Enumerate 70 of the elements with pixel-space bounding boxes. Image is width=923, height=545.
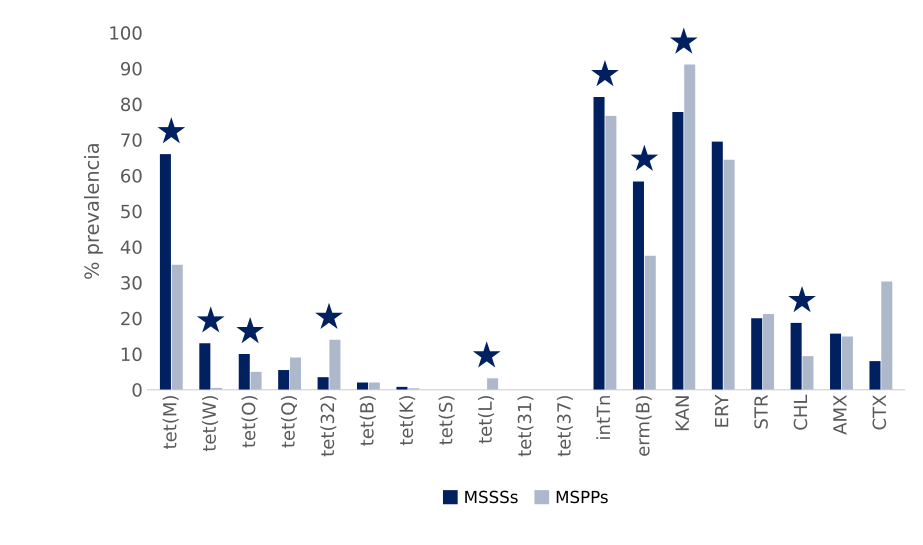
y-tick-label: 90 — [120, 62, 142, 76]
bar — [881, 282, 892, 390]
y-tick-label: 100 — [110, 26, 142, 40]
bar — [250, 372, 262, 390]
y-tick-label: 20 — [121, 312, 142, 326]
annotation: ★ — [630, 144, 658, 171]
bar — [329, 340, 340, 390]
y-tick-label: 30 — [121, 276, 142, 290]
bar — [278, 370, 290, 390]
bar — [724, 160, 735, 390]
legend-label: MSSSs — [465, 490, 518, 504]
annotation: ★ — [591, 60, 619, 86]
x-tick-label: CTX — [872, 395, 886, 430]
bar — [368, 382, 380, 390]
bar — [869, 361, 880, 390]
x-tick-label: tet(L) — [478, 396, 494, 444]
annotation: ★ — [472, 341, 501, 368]
bar — [172, 264, 183, 390]
bar — [605, 116, 616, 390]
bar — [790, 322, 802, 390]
bar — [802, 356, 814, 390]
y-tick-label: 40 — [120, 240, 142, 254]
x-tick-label: intTn — [596, 396, 610, 439]
y-axis-title: % prevalencia — [84, 144, 103, 279]
x-tick-label: tet(Q) — [280, 396, 297, 448]
x-tick-label: tet(M) — [162, 396, 179, 449]
x-tick-label: tet(S) — [438, 396, 455, 445]
bar — [160, 154, 171, 390]
x-tick-label: STR — [754, 395, 768, 428]
x-tick-label: CHL — [794, 394, 808, 430]
y-tick-label: 70 — [121, 133, 142, 147]
x-tick-label: AMX — [833, 395, 846, 435]
x-tick-label: tet(B) — [360, 396, 376, 446]
x-tick-label: ERY — [715, 394, 728, 427]
bar — [238, 354, 250, 390]
bar — [684, 64, 696, 390]
bar — [318, 377, 329, 390]
bar — [842, 336, 853, 390]
bar — [357, 382, 368, 390]
bar — [672, 112, 684, 390]
y-tick-label: 10 — [122, 347, 142, 362]
x-tick-label: tet(K) — [399, 396, 416, 446]
annotation: ★ — [315, 302, 343, 329]
x-tick-label: KAN — [676, 396, 689, 430]
x-tick-label: tet(32) — [320, 396, 336, 456]
bar — [830, 334, 842, 390]
legend-label: MSPPs — [556, 490, 608, 504]
bar — [199, 343, 210, 390]
x-tick-label: tet(37) — [556, 396, 573, 456]
annotation: ★ — [236, 316, 264, 344]
annotation: ★ — [157, 117, 186, 144]
bar — [763, 314, 774, 390]
bar — [487, 378, 498, 390]
bar — [594, 96, 605, 390]
y-tick-label: 0 — [132, 383, 142, 397]
x-tick-label: tet(O) — [241, 396, 258, 448]
y-tick-label: 50 — [121, 204, 142, 218]
x-tick-label: erm(B) — [636, 396, 652, 456]
bar — [632, 182, 644, 390]
annotation: ★ — [670, 27, 698, 54]
bar — [290, 358, 302, 390]
bar — [712, 142, 723, 390]
bar — [751, 318, 762, 390]
annotation: ★ — [788, 286, 816, 312]
annotation: ★ — [196, 306, 225, 333]
y-tick-label: 60 — [121, 168, 142, 183]
x-tick-label: tet(31) — [517, 396, 534, 456]
x-tick-label: tet(W) — [202, 396, 218, 452]
y-tick-label: 80 — [121, 98, 142, 112]
bar — [644, 256, 656, 390]
